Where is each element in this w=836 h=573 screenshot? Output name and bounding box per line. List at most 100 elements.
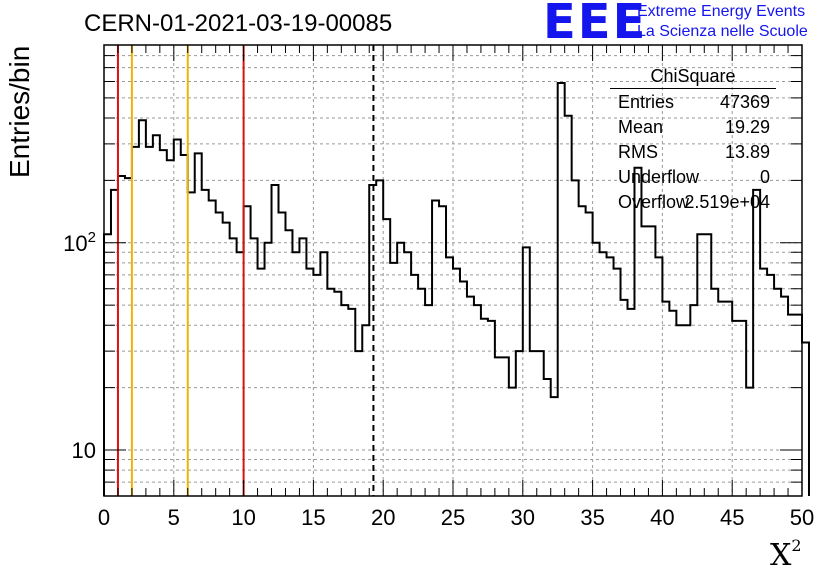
histogram-bin: [460, 282, 467, 496]
histogram-bin: [299, 238, 306, 496]
histogram-bin: [558, 83, 565, 496]
histogram-bin: [146, 147, 153, 496]
histogram-bin: [516, 351, 523, 496]
histogram-bin: [334, 292, 341, 496]
stats-box: ChiSquare Entries 47369 Mean 19.29 RMS 1…: [610, 66, 776, 215]
histogram-bin: [167, 160, 174, 496]
histogram-bin: [418, 289, 425, 496]
histogram-bin: [202, 190, 209, 496]
histogram-bin: [237, 252, 244, 496]
eee-logo: EEE: [543, 0, 648, 50]
histogram-bin: [362, 325, 369, 496]
stats-label: Underflow: [618, 167, 700, 187]
histogram-bin: [327, 289, 334, 496]
histogram-bin: [621, 300, 628, 496]
histogram-bin: [181, 155, 188, 496]
histogram-series: [103, 82, 810, 496]
histogram-bin: [697, 234, 704, 496]
stats-label: Entries: [618, 92, 675, 112]
histogram-bin: [795, 315, 802, 496]
histogram-bin: [223, 223, 230, 496]
histogram-bin: [125, 178, 132, 496]
histogram-bin: [593, 243, 600, 496]
stats-label: RMS: [618, 142, 658, 162]
stats-value: 0: [759, 167, 770, 187]
x-tick-label: 0: [98, 505, 110, 530]
histogram-bin: [376, 180, 383, 496]
stats-value: 13.89: [724, 142, 770, 162]
stats-value: 19.29: [724, 117, 770, 137]
histogram-bin: [320, 252, 327, 496]
histogram-bin: [802, 343, 809, 496]
histogram-bin: [390, 263, 397, 496]
x-axis-label: X2: [770, 536, 802, 573]
histogram-bin: [641, 226, 648, 496]
histogram-bin: [607, 257, 614, 496]
histogram-bin: [676, 325, 683, 496]
histogram-bin: [439, 206, 446, 496]
histogram-bin: [746, 388, 753, 496]
histogram-bin: [628, 309, 635, 496]
histogram-bin: [425, 305, 432, 496]
x-tick-label: 35: [580, 505, 604, 530]
histogram-bin: [216, 212, 223, 496]
histogram-bin: [781, 297, 788, 496]
histogram-bin: [258, 269, 265, 496]
stats-value: 2.519e+04: [684, 192, 770, 212]
histogram-bin: [579, 206, 586, 496]
histogram-bin: [774, 289, 781, 496]
histogram-bin: [174, 139, 181, 496]
histogram-bin: [572, 180, 579, 496]
stats-label: Overflow: [618, 192, 690, 212]
histogram-bin: [432, 200, 439, 496]
histogram-bin: [265, 243, 272, 496]
histogram-bin: [739, 321, 746, 496]
logo-line-1: Extreme Energy Events: [637, 3, 806, 20]
histogram-bin: [502, 357, 509, 496]
histogram-bin: [244, 206, 251, 496]
y-tick-label: 102: [63, 229, 96, 256]
histogram-bin: [495, 357, 502, 496]
histogram-bin: [788, 315, 795, 496]
stats-value: 47369: [719, 92, 770, 112]
stats-row-mean: Mean 19.29: [610, 115, 776, 140]
histogram-bin: [711, 289, 718, 496]
histogram-bin: [634, 168, 641, 496]
histogram-bin: [648, 226, 655, 496]
histogram-bin: [292, 252, 299, 496]
histogram-bin: [488, 321, 495, 496]
histogram-bin: [544, 379, 551, 496]
histogram-bin: [565, 116, 572, 496]
x-tick-label: 50: [790, 505, 814, 530]
histogram-bin: [704, 234, 711, 496]
histogram-bin: [690, 305, 697, 496]
logo-line-2: La Scienza nelle Scuole: [637, 23, 808, 40]
histogram-bin: [397, 243, 404, 496]
marker-lines: [116, 45, 375, 496]
histogram-bin: [614, 269, 621, 496]
histogram-bin: [195, 153, 202, 496]
histogram-bin: [453, 269, 460, 496]
histogram-bin: [104, 234, 111, 496]
histogram-bin: [341, 305, 348, 496]
histogram-bin: [251, 238, 258, 496]
histogram-bin: [230, 238, 237, 496]
histogram-bin: [348, 309, 355, 496]
histogram-bin: [383, 219, 390, 496]
histogram-bin: [285, 230, 292, 496]
x-tick-label: 10: [231, 505, 255, 530]
histogram-bin: [662, 302, 669, 496]
plot-title: CERN-01-2021-03-19-00085: [84, 10, 393, 37]
y-axis-label: Entries/bin: [4, 45, 35, 178]
histogram-bin: [446, 257, 453, 496]
x-tick-label: 20: [371, 505, 395, 530]
histogram-bin: [586, 212, 593, 496]
x-tick-label: 40: [650, 505, 674, 530]
histogram-bin: [209, 200, 216, 496]
histogram-outline: [103, 82, 810, 496]
histogram-bin: [481, 319, 488, 496]
histogram-bin: [411, 275, 418, 496]
histogram-bin: [139, 120, 146, 496]
histogram-bin: [551, 397, 558, 496]
